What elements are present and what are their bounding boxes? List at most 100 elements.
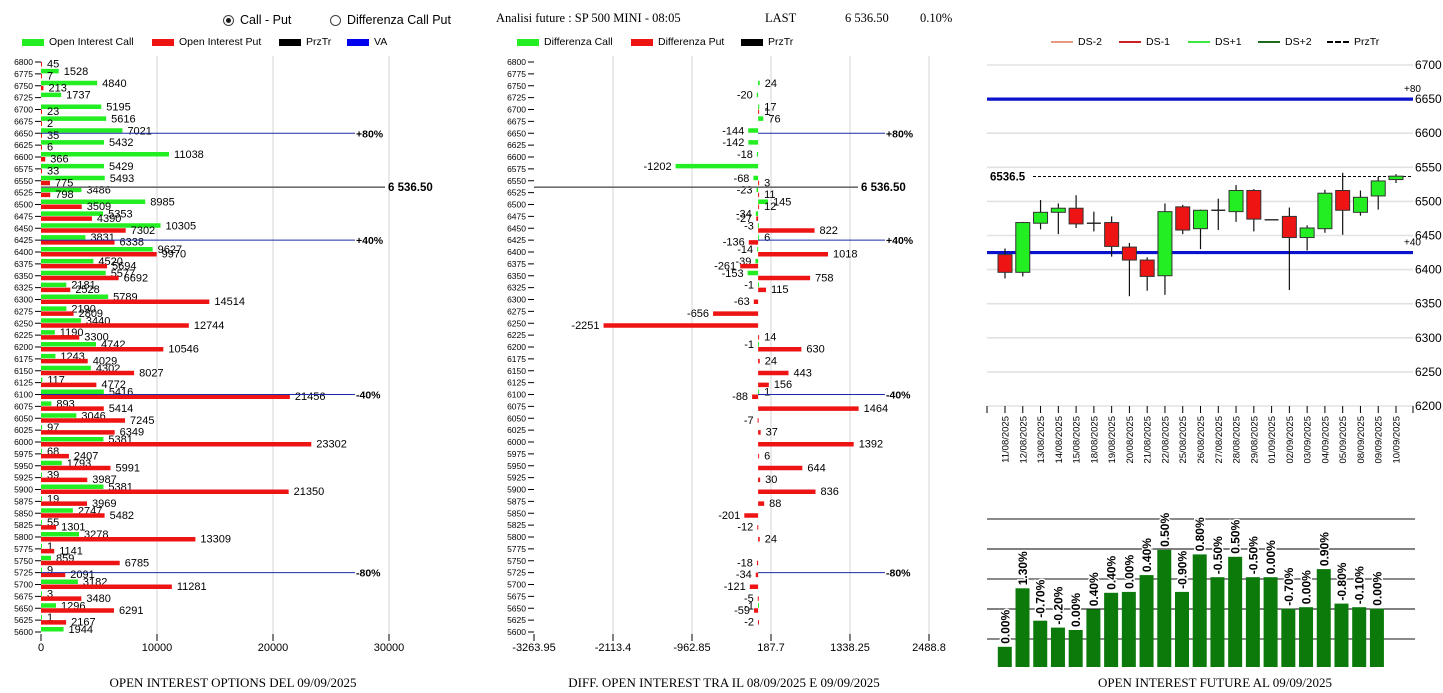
put-oi-bar — [41, 477, 88, 483]
x-tick-label: 20000 — [258, 642, 289, 654]
call-diff-label: -14 — [737, 244, 753, 256]
candle-body-down — [1068, 207, 1084, 225]
call-oi-label: 1528 — [64, 66, 88, 78]
put-oi-bar — [41, 560, 120, 566]
radio-call-put[interactable]: Call - Put — [223, 13, 291, 27]
put-oi-label: 775 — [55, 177, 73, 189]
put-diff-bar — [758, 501, 765, 506]
open-interest-options-chart: 0 10000 20000 30000680067756750672567006675… — [14, 56, 433, 654]
date-label: 27/08/2025 — [1214, 416, 1225, 464]
date-label: 12/08/2025 — [1018, 416, 1029, 464]
put-oi-bar — [41, 430, 115, 435]
put-diff-bar — [753, 299, 759, 304]
call-oi-bar — [41, 187, 82, 193]
call-diff-label: -153 — [722, 268, 744, 280]
strike-label: 5625 — [507, 615, 526, 625]
put-diff-label: 443 — [794, 367, 812, 379]
candle-body-up — [1370, 180, 1386, 197]
put-oi-bar — [41, 442, 312, 447]
call-oi-bar — [41, 318, 81, 323]
put-oi-label: 1141 — [59, 545, 83, 557]
x-tick-label: 30000 — [374, 642, 405, 654]
put-diff-bar — [758, 228, 815, 233]
put-oi-label: 23302 — [316, 439, 347, 451]
strike-label: 6625 — [14, 140, 33, 150]
strike-label: 5725 — [507, 568, 526, 578]
call-oi-bar — [41, 567, 42, 573]
candle-body-up — [1388, 175, 1404, 181]
future-open-interest-chart: 0.00%1.30%-0.70% -0.20% 0.00%0.40% 0.40% 0.0… — [987, 511, 1415, 667]
put-oi-label: 4029 — [93, 355, 117, 367]
x-tick-label: 1338.25 — [830, 642, 870, 654]
put-diff-label: 644 — [807, 462, 825, 474]
candle — [1139, 257, 1155, 291]
legend-label: Differenza Call — [544, 36, 613, 48]
put-oi-bar — [41, 180, 50, 186]
strike-label: 6075 — [14, 401, 33, 411]
date-label: 13/08/2025 — [1036, 416, 1047, 464]
put-diff-bar — [740, 263, 759, 269]
legend-item-ds-minus-2: DS-2 — [1051, 36, 1102, 48]
radio-indicator[interactable] — [330, 14, 341, 26]
put-oi-label: 5482 — [110, 510, 134, 522]
legend-label: Open Interest Call — [49, 36, 134, 48]
oi-change-label: 0.00% — [1300, 570, 1314, 604]
put-oi-label: 2528 — [75, 284, 99, 296]
chart-title-diff: DIFF. OPEN INTEREST TRA IL 08/09/2025 E … — [568, 675, 879, 690]
put-diff-bar — [758, 406, 859, 411]
call-oi-bar — [41, 413, 77, 418]
date-label: 21/08/2025 — [1143, 416, 1154, 464]
strike-label: 6675 — [14, 116, 33, 126]
put-diff-label: 1 — [764, 106, 770, 118]
candle-body-up — [1317, 192, 1333, 230]
call-oi-bar — [41, 223, 161, 228]
put-diff-bar — [756, 216, 759, 221]
candle-body-down — [1175, 206, 1191, 231]
put-diff-bar — [758, 489, 816, 494]
y-tick-label: 6200 — [1415, 399, 1442, 413]
y-tick-label: 6400 — [1415, 263, 1442, 277]
strike-label: 5775 — [14, 544, 33, 554]
future-oi-bar — [1175, 591, 1189, 667]
strike-label: 6800 — [507, 57, 526, 67]
put-oi-label: 35 — [47, 130, 59, 142]
legend-item-przTr: PrzTr — [279, 36, 331, 48]
legend-label: Differenza Put — [658, 36, 725, 48]
strike-label: 6425 — [14, 235, 33, 245]
put-diff-label: -63 — [734, 296, 750, 308]
strike-label: 5675 — [507, 591, 526, 601]
strike-label: 6725 — [14, 93, 33, 103]
put-oi-bar — [41, 513, 105, 518]
call-oi-label: 2181 — [71, 280, 95, 292]
future-oi-bar — [1104, 592, 1119, 667]
put-diff-label: 14 — [764, 332, 776, 344]
strike-label: 6600 — [14, 152, 33, 162]
strike-label: 5900 — [507, 485, 526, 495]
date-label: 25/08/2025 — [1178, 416, 1189, 464]
legend-item-va: VA — [347, 36, 387, 48]
strike-label: 6775 — [507, 69, 526, 79]
oi-change-label: -0.10% — [1353, 566, 1367, 604]
call-diff-label: 17 — [764, 102, 776, 114]
date-label: 05/09/2025 — [1338, 416, 1349, 464]
candle-body-up — [1299, 227, 1315, 239]
call-oi-bar — [41, 175, 105, 181]
call-oi-label: 11038 — [174, 149, 204, 161]
radio-indicator-checked[interactable] — [223, 14, 234, 26]
call-diff-label: -68 — [734, 173, 750, 185]
candle-body-up — [1015, 222, 1031, 273]
put-diff-bar — [758, 192, 760, 198]
oi-change-label: -0.50% — [1211, 536, 1225, 574]
put-oi-bar — [41, 382, 97, 388]
radio-differenza-call-put[interactable]: Differenza Call Put — [330, 13, 451, 27]
put-oi-bar — [41, 157, 46, 162]
put-oi-bar — [41, 168, 42, 174]
oi-change-label: -0.70% — [1034, 579, 1048, 617]
put-oi-bar — [41, 311, 74, 316]
call-diff-label: -18 — [737, 149, 753, 161]
put-oi-label: 9970 — [162, 249, 186, 261]
put-oi-label: 23 — [47, 106, 59, 118]
put-oi-bar — [41, 133, 42, 138]
call-oi-bar — [41, 330, 55, 335]
strike-label: 6200 — [507, 342, 526, 352]
